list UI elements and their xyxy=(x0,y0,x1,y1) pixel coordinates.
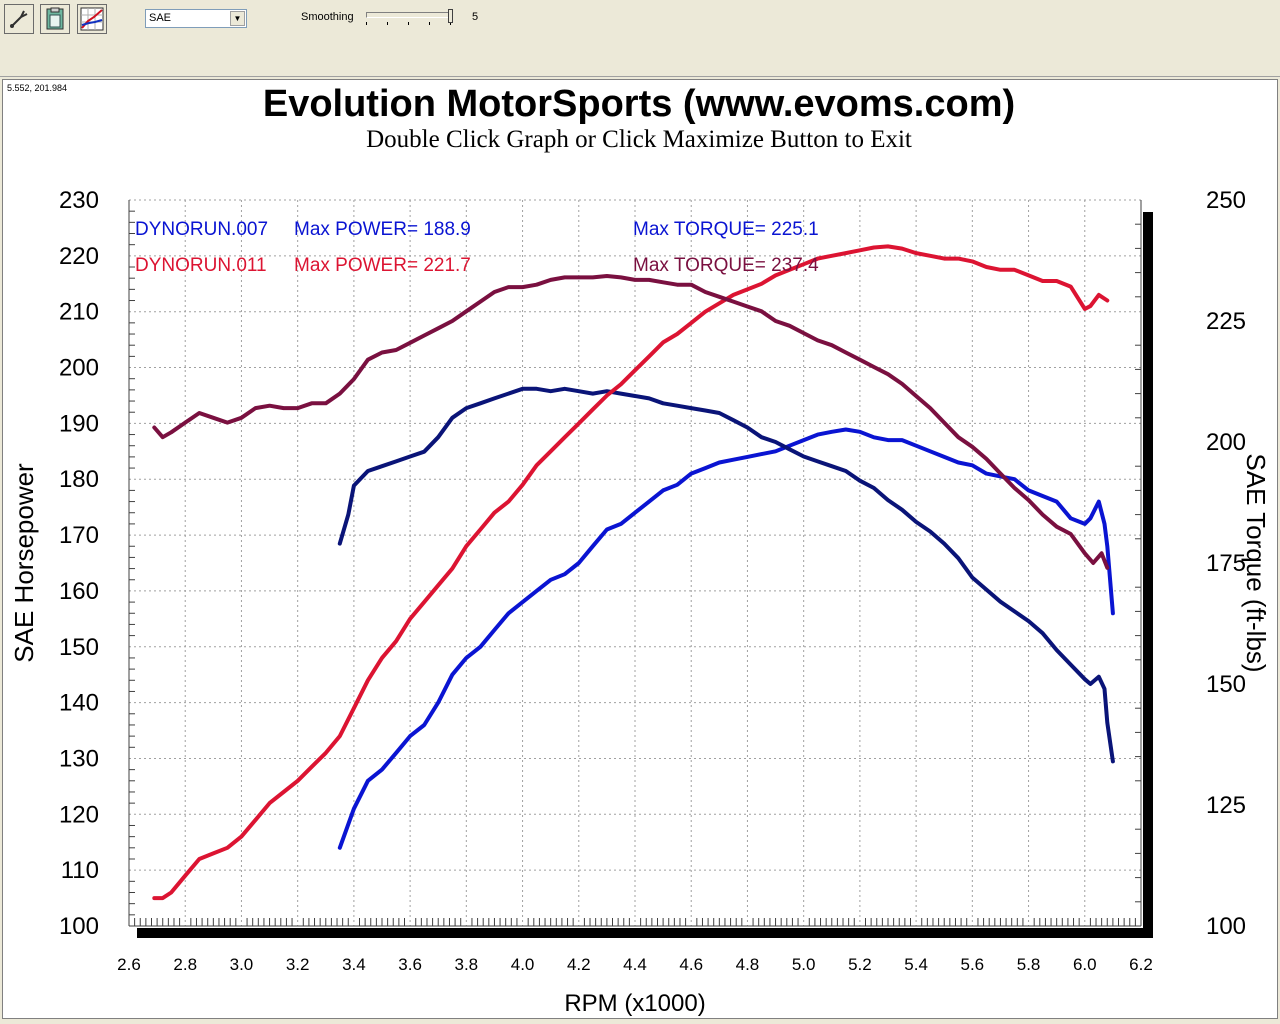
x-tick-label: 6.0 xyxy=(1073,955,1097,974)
x-tick-label: 3.4 xyxy=(342,955,366,974)
legend-max-power: Max POWER= 188.9 xyxy=(294,219,471,240)
y-axis-label: SAE Horsepower xyxy=(9,463,39,663)
x-tick-label: 5.2 xyxy=(848,955,872,974)
settings-button[interactable] xyxy=(4,4,34,34)
y-tick-label: 110 xyxy=(61,857,99,884)
x-tick-label: 4.0 xyxy=(511,955,535,974)
axis-shadow-right xyxy=(1143,212,1153,936)
smoothing-label: Smoothing xyxy=(301,11,354,23)
x-tick-label: 3.8 xyxy=(455,955,479,974)
graph-icon xyxy=(80,7,104,31)
y-tick-label: 220 xyxy=(59,243,99,270)
legend-max-torque: Max TORQUE= 237.4 xyxy=(633,255,819,276)
series-line xyxy=(337,386,1115,764)
y-tick-label: 230 xyxy=(59,187,99,214)
x-tick-label: 5.4 xyxy=(904,955,928,974)
x-tick-label: 3.2 xyxy=(286,955,310,974)
x-tick-label: 4.6 xyxy=(679,955,703,974)
x-tick-label: 3.0 xyxy=(230,955,254,974)
y-tick-label: 140 xyxy=(59,690,99,717)
y-tick-label: 180 xyxy=(59,466,99,493)
series-line xyxy=(152,244,1110,901)
y2-tick-label: 150 xyxy=(1206,671,1246,698)
report-button[interactable] xyxy=(40,4,70,34)
smoothing-slider[interactable] xyxy=(366,9,454,25)
x-tick-label: 3.6 xyxy=(398,955,422,974)
y2-tick-label: 200 xyxy=(1206,429,1246,456)
legend-max-torque: Max TORQUE= 225.1 xyxy=(633,219,819,240)
legend-max-power: Max POWER= 221.7 xyxy=(294,255,471,276)
y-tick-label: 210 xyxy=(59,299,99,326)
graph-panel[interactable]: 5.552, 201.984 Evolution MotorSports (ww… xyxy=(2,79,1278,1019)
y2-axis-label: SAE Torque (ft-lbs) xyxy=(1241,453,1271,672)
y-tick-label: 170 xyxy=(59,522,99,549)
y-tick-label: 100 xyxy=(59,913,99,940)
y2-tick-label: 125 xyxy=(1206,792,1246,819)
x-tick-label: 4.8 xyxy=(736,955,760,974)
y-tick-label: 160 xyxy=(59,578,99,605)
y2-tick-label: 100 xyxy=(1206,913,1246,940)
x-tick-label: 5.0 xyxy=(792,955,816,974)
series-line xyxy=(152,274,1110,570)
x-tick-label: 2.8 xyxy=(173,955,197,974)
slider-thumb[interactable] xyxy=(448,9,453,23)
x-tick-label: 4.2 xyxy=(567,955,591,974)
toolbar: SAE ▼ Smoothing 5 xyxy=(0,0,1280,77)
x-tick-label: 5.6 xyxy=(961,955,985,974)
x-tick-label: 6.2 xyxy=(1129,955,1153,974)
y-tick-label: 150 xyxy=(59,634,99,661)
y-tick-label: 130 xyxy=(59,745,99,772)
wrench-icon xyxy=(7,7,31,31)
clipboard-icon xyxy=(46,7,64,30)
chart-title: Evolution MotorSports (www.evoms.com) xyxy=(262,83,1016,125)
y2-tick-label: 225 xyxy=(1206,308,1246,335)
slider-ticks xyxy=(366,22,452,25)
legend-run-name: DYNORUN.011 xyxy=(135,255,267,276)
chart-subtitle: Double Click Graph or Click Maximize But… xyxy=(366,126,912,153)
axis-shadow-bottom xyxy=(137,928,1153,938)
dyno-chart[interactable]: 2.6 2.8 3.0 3.2 3.4 3.6 3.8 4.0 4.2 4.4 4.6 4.8 5.0 5… xyxy=(3,80,1275,1016)
slider-track xyxy=(366,12,452,18)
units-dropdown-value: SAE xyxy=(149,12,172,24)
series-line xyxy=(337,427,1115,850)
graph-button[interactable] xyxy=(77,4,107,34)
x-axis-label: RPM (x1000) xyxy=(564,990,705,1016)
legend-run-name: DYNORUN.007 xyxy=(135,219,268,240)
units-dropdown[interactable]: SAE ▼ xyxy=(145,9,247,28)
cursor-readout: 5.552, 201.984 xyxy=(7,83,68,93)
chevron-down-icon[interactable]: ▼ xyxy=(230,11,245,26)
y2-tick-label: 175 xyxy=(1206,550,1246,577)
x-tick-label: 5.8 xyxy=(1017,955,1041,974)
y-tick-label: 200 xyxy=(59,355,99,382)
x-tick-label: 2.6 xyxy=(117,955,141,974)
x-tick-label: 4.4 xyxy=(623,955,647,974)
y-tick-label: 120 xyxy=(59,801,99,828)
y-tick-label: 190 xyxy=(59,410,99,437)
smoothing-value: 5 xyxy=(472,11,479,23)
y2-tick-label: 250 xyxy=(1206,187,1246,214)
